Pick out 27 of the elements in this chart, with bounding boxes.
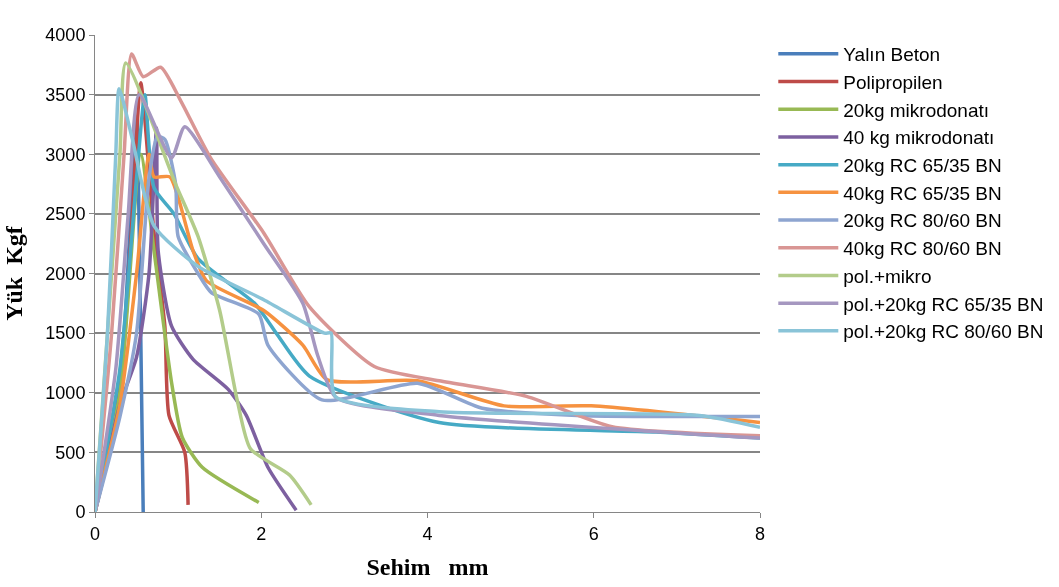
legend-label: Yalın Beton <box>843 44 941 66</box>
x-tick-label: 2 <box>256 523 267 544</box>
legend-label: pol.+mikro <box>843 265 932 287</box>
legend-label: Polipropilen <box>843 71 943 93</box>
y-axis-title: Yük Kgf <box>1 225 28 321</box>
y-tick-label: 3500 <box>45 84 86 105</box>
y-tick-label: 1500 <box>45 323 86 344</box>
legend-label: 20kg mikrodonatı <box>843 99 990 121</box>
y-tick-label: 0 <box>75 502 86 523</box>
x-tick-label: 4 <box>422 523 433 544</box>
y-tick-label: 500 <box>55 442 86 463</box>
y-tick-label: 2000 <box>45 263 86 284</box>
legend-label: pol.+20kg RC 80/60 BN <box>843 321 1044 343</box>
legend-label: 40kg RC 65/35 BN <box>843 182 1002 204</box>
legend-label: 20kg RC 65/35 BN <box>843 155 1002 177</box>
legend-label: 40kg RC 80/60 BN <box>843 238 1002 260</box>
y-tick-label: 4000 <box>45 25 86 46</box>
legend-label: 40 kg mikrodonatı <box>843 127 995 149</box>
x-tick-label: 6 <box>588 523 599 544</box>
y-tick-label: 1000 <box>45 383 86 404</box>
y-tick-label: 3000 <box>45 144 86 165</box>
legend-label: 20kg RC 80/60 BN <box>843 210 1002 232</box>
y-tick-label: 2500 <box>45 204 86 225</box>
x-axis-title: Sehim mm <box>366 553 489 580</box>
x-tick-label: 0 <box>89 523 101 544</box>
x-tick-label: 8 <box>754 523 766 544</box>
legend-label: pol.+20kg RC 65/35 BN <box>843 293 1044 315</box>
